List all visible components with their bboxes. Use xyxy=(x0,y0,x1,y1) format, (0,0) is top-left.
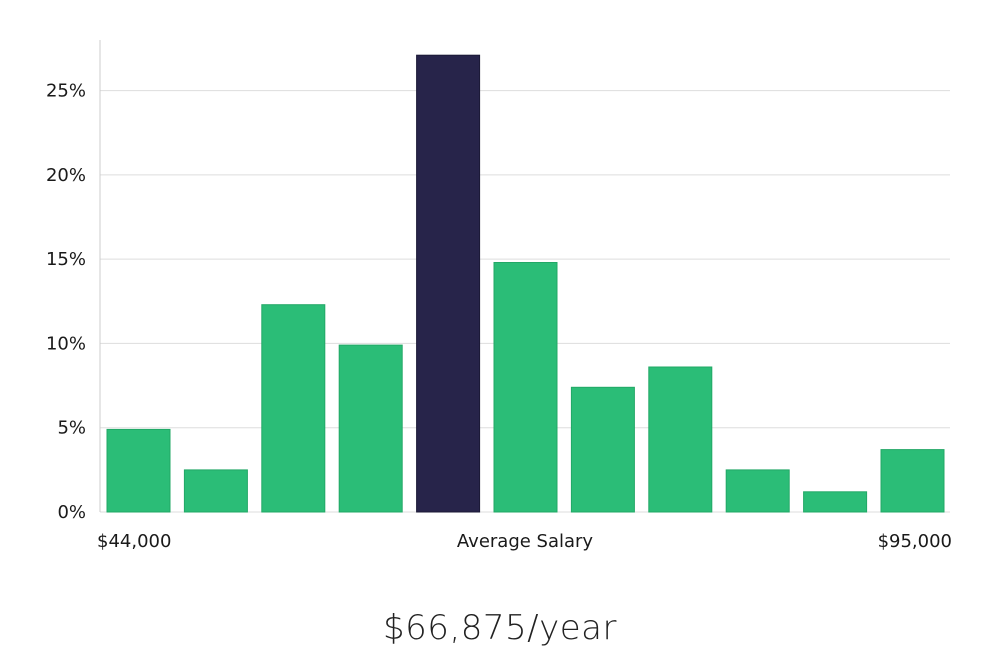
bar-highlighted xyxy=(416,54,481,513)
bar-10 xyxy=(803,491,868,513)
y-tick-label-5: 5% xyxy=(57,418,86,439)
bar-3 xyxy=(261,304,326,513)
x-label-center: Average Salary xyxy=(457,531,594,552)
x-label-min: $44,000 xyxy=(97,531,171,552)
y-tick-label-0: 0% xyxy=(57,502,86,523)
bar-9 xyxy=(725,469,790,513)
bar-8 xyxy=(648,366,713,513)
bar-7 xyxy=(570,386,635,513)
average-salary-value: $66,875/year xyxy=(383,608,617,648)
bars xyxy=(106,54,945,513)
bar-2 xyxy=(183,469,248,513)
y-axis-tick-labels: 0% 5% 10% 15% 20% 25% xyxy=(46,81,86,523)
y-tick-label-20: 20% xyxy=(46,165,86,186)
bar-1 xyxy=(106,428,171,513)
bar-4 xyxy=(338,344,403,513)
y-tick-label-10: 10% xyxy=(46,333,86,354)
bar-6 xyxy=(493,262,558,513)
y-tick-label-25: 25% xyxy=(46,81,86,102)
x-label-max: $95,000 xyxy=(878,531,952,552)
bar-11 xyxy=(880,449,945,513)
y-tick-label-15: 15% xyxy=(46,249,86,270)
